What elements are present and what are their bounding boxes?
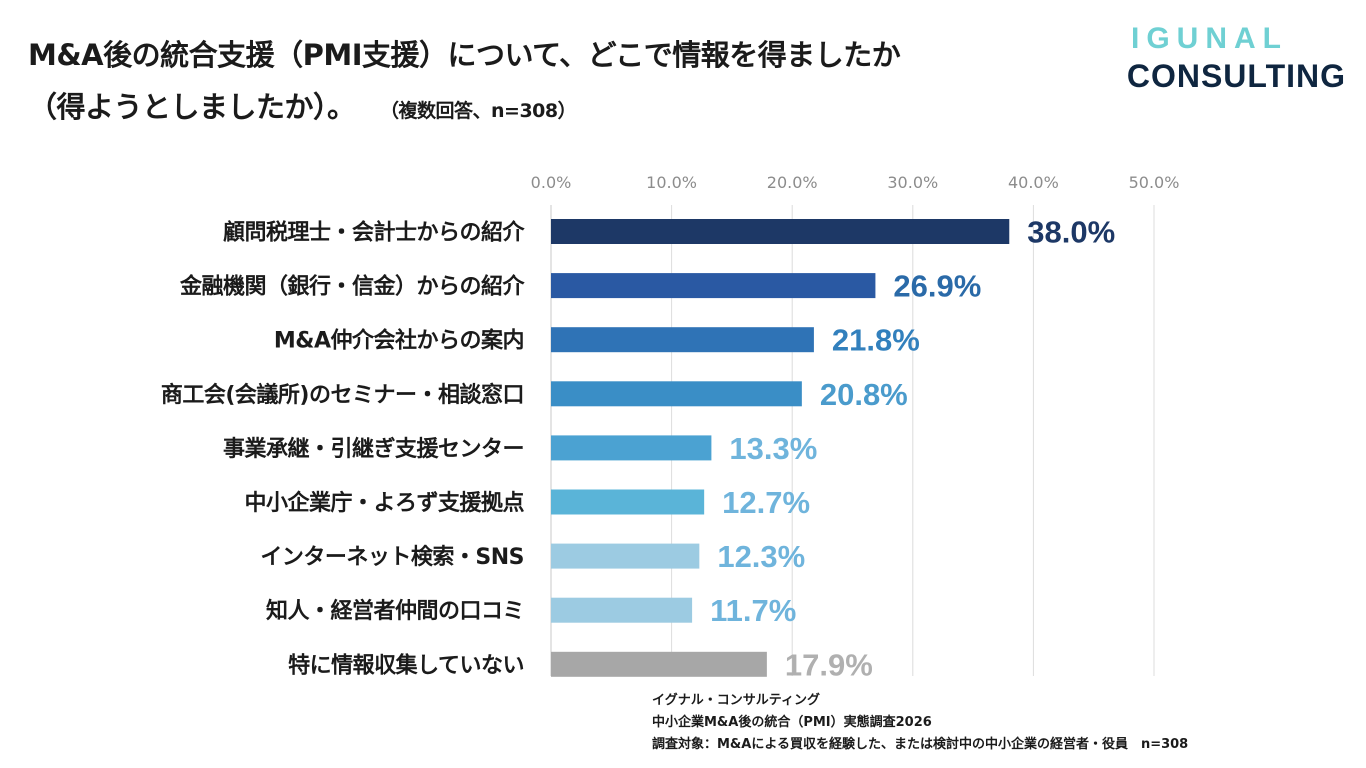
value-label: 12.7%	[722, 485, 810, 520]
bar	[551, 489, 705, 515]
title-line2-text: （得ようとしましたか）。	[28, 90, 356, 124]
category-label: 知人・経営者仲間の口コミ	[266, 598, 524, 624]
category-label: 商工会(会議所)のセミナー・相談窓口	[161, 382, 524, 408]
category-label: 特に情報収集していない	[288, 652, 524, 678]
bar	[551, 219, 1010, 244]
x-tick-label: 10.0%	[646, 173, 697, 192]
logo-consulting: CONSULTING	[1126, 58, 1346, 94]
value-label: 13.3%	[729, 431, 817, 466]
x-tick-label: 20.0%	[767, 173, 818, 192]
category-label: 顧問税理士・会計士からの紹介	[223, 220, 526, 246]
value-label: 20.8%	[820, 377, 908, 412]
footer-survey-name: 中小企業M&A後の統合（PMI）実態調査2026	[652, 715, 932, 730]
x-tick-label: 50.0%	[1129, 173, 1180, 192]
bar	[551, 597, 693, 623]
value-label: 38.0%	[1027, 215, 1115, 250]
category-label: 金融機関（銀行・信金）からの紹介	[179, 274, 526, 300]
page-title-continued: （得ようとしましたか）。 （複数回答、n=308）	[28, 84, 577, 126]
bar	[551, 651, 767, 677]
bar	[551, 543, 700, 569]
footer-source: イグナル・コンサルティング 中小企業M&A後の統合（PMI）実態調査2026 調…	[652, 690, 1188, 756]
value-label: 21.8%	[832, 323, 920, 358]
logo-igunal: IGUNAL	[1131, 22, 1288, 55]
value-label: 17.9%	[785, 647, 873, 682]
category-label: 事業承継・引継ぎ支援センター	[223, 436, 524, 462]
page-title: M&A後の統合支援（PMI支援）について、どこで情報を得ましたか	[28, 38, 901, 72]
value-label: 11.7%	[710, 593, 796, 628]
value-label: 12.3%	[717, 539, 805, 574]
category-label: インターネット検索・SNS	[260, 545, 524, 570]
value-label: 26.9%	[893, 269, 981, 304]
bar	[551, 381, 802, 407]
x-tick-label: 40.0%	[1008, 173, 1059, 192]
sample-note: （複数回答、n=308）	[389, 100, 577, 122]
bar	[551, 435, 712, 461]
bar	[551, 327, 814, 353]
footer-survey-target: 調査対象：M&Aによる買収を経験した、または検討中の中小企業の経営者・役員 n=…	[652, 737, 1189, 752]
x-tick-label: 30.0%	[887, 173, 938, 192]
category-label: M&A仲介会社からの案内	[274, 328, 524, 354]
x-tick-label: 0.0%	[531, 173, 572, 192]
bar	[551, 273, 876, 299]
category-label: 中小企業庁・よろず支援拠点	[244, 490, 524, 516]
footer-company: イグナル・コンサルティング	[652, 693, 820, 708]
